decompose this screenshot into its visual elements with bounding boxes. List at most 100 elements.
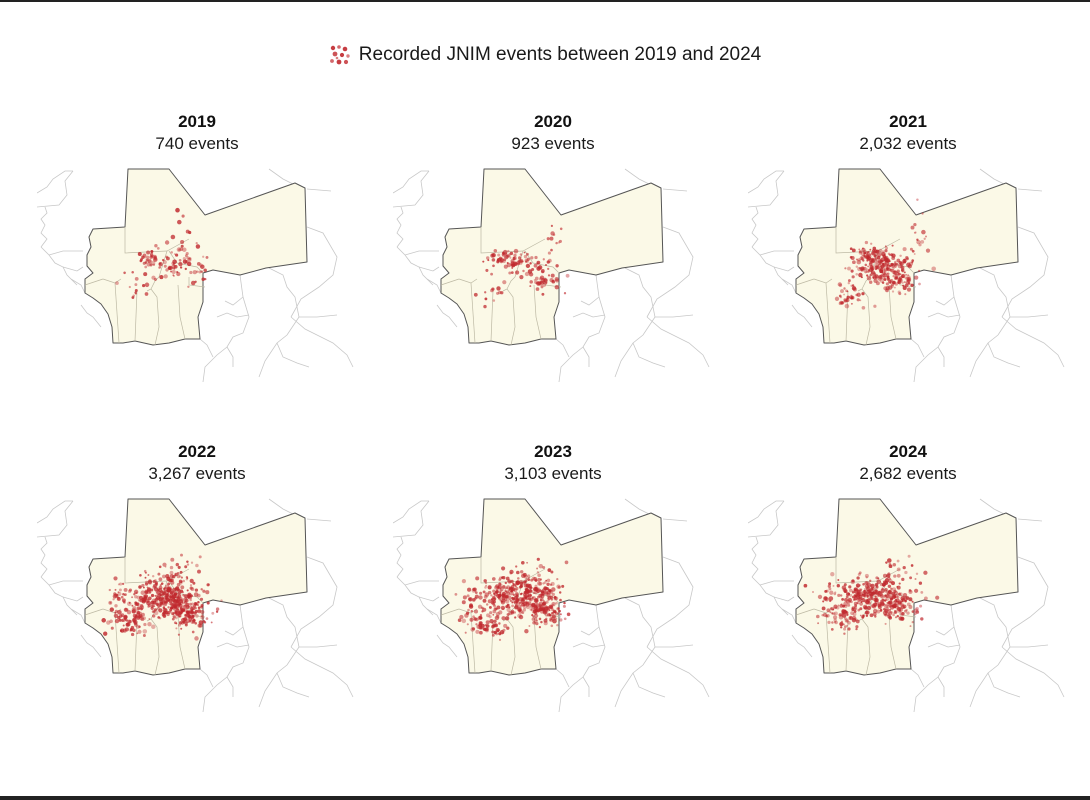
event-dot	[186, 589, 189, 592]
map-panel-2023: 2023 3,103 events	[393, 442, 713, 712]
event-dot	[185, 252, 189, 256]
event-dot	[114, 604, 118, 608]
event-dot	[175, 627, 178, 630]
event-dot	[171, 617, 175, 621]
event-dot	[855, 258, 859, 261]
event-dot	[897, 277, 902, 282]
event-dot	[529, 608, 533, 611]
event-dot	[461, 600, 466, 605]
event-dot	[536, 266, 541, 271]
event-dot	[546, 582, 550, 587]
event-dot	[877, 605, 882, 609]
event-dot	[190, 611, 194, 615]
country-border	[404, 250, 439, 256]
event-dot	[879, 582, 884, 587]
event-dot	[199, 597, 204, 601]
event-dot	[469, 617, 474, 622]
event-dot	[468, 597, 472, 601]
event-dot	[539, 597, 544, 602]
country-border	[913, 274, 961, 382]
event-dot	[170, 234, 176, 240]
event-dot	[145, 255, 150, 260]
event-dot	[195, 614, 199, 618]
event-dot	[882, 580, 887, 585]
event-dot	[871, 251, 875, 256]
event-dot	[493, 607, 498, 611]
event-dot	[906, 611, 910, 615]
event-dot	[496, 593, 501, 599]
event-dot	[155, 594, 159, 598]
event-dot	[837, 579, 840, 581]
event-dot	[556, 624, 559, 627]
internal-border	[124, 557, 190, 584]
event-dot	[117, 610, 122, 615]
event-dot	[859, 588, 863, 591]
event-dot	[551, 587, 556, 592]
event-dot	[866, 275, 872, 281]
event-dot	[469, 603, 473, 608]
bottom-border	[0, 796, 1090, 800]
event-dot	[833, 618, 837, 622]
event-dot	[890, 253, 894, 257]
event-dot	[910, 225, 915, 230]
event-dot	[897, 601, 902, 606]
event-dot	[498, 632, 502, 636]
event-dot	[902, 284, 905, 287]
event-dot	[193, 592, 199, 597]
event-dot	[134, 283, 138, 287]
event-dot	[109, 619, 113, 624]
event-dot	[138, 625, 141, 628]
country-border	[580, 626, 600, 636]
event-dot	[833, 604, 838, 609]
internal-borders	[440, 227, 562, 346]
event-dot	[886, 264, 890, 267]
event-dot	[516, 594, 519, 597]
event-dot	[919, 604, 923, 608]
country-border	[1017, 188, 1043, 192]
event-dot	[162, 562, 167, 567]
event-dot	[523, 254, 528, 259]
event-dot	[551, 592, 555, 597]
event-dot	[144, 582, 149, 586]
event-dot	[908, 588, 912, 592]
event-dot	[525, 252, 529, 256]
event-dot	[531, 613, 534, 617]
event-dot	[114, 611, 117, 614]
event-dot	[189, 602, 192, 606]
event-dot	[874, 268, 878, 271]
highlighted-region	[440, 498, 664, 676]
event-dot	[497, 596, 502, 600]
event-dot	[119, 628, 125, 633]
event-dot	[534, 604, 538, 608]
event-dot	[913, 222, 917, 227]
event-dot	[851, 591, 854, 594]
country-border	[226, 676, 234, 697]
event-dot	[535, 621, 539, 626]
event-dot	[162, 258, 165, 262]
event-dot	[525, 578, 528, 581]
event-dot	[128, 285, 131, 289]
event-dot	[850, 269, 854, 273]
event-dot	[140, 258, 143, 261]
event-dot	[876, 255, 881, 260]
event-dot	[896, 258, 901, 263]
event-dot	[522, 602, 524, 605]
event-dot	[829, 607, 833, 610]
event-dot	[528, 589, 533, 593]
internal-border	[134, 290, 138, 342]
event-dot	[106, 620, 111, 625]
country-border	[80, 304, 102, 328]
event-dot	[528, 583, 532, 587]
event-dot	[147, 574, 150, 576]
event-dot	[817, 594, 823, 600]
internal-border	[177, 284, 186, 340]
event-dot	[155, 597, 159, 601]
event-dot	[182, 259, 188, 264]
event-dot	[913, 612, 917, 616]
event-dot	[551, 279, 556, 284]
event-dot	[886, 592, 889, 595]
event-dot	[128, 588, 132, 592]
event-dot	[133, 621, 138, 626]
country-border	[748, 170, 785, 208]
country-border	[426, 278, 442, 294]
